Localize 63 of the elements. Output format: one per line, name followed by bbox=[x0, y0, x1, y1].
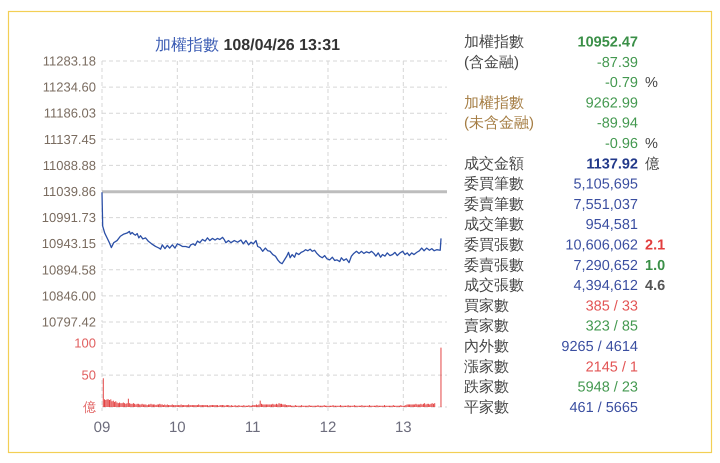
text: 賣家數 bbox=[464, 318, 509, 335]
y-tick-label: 11137.45 bbox=[44, 132, 96, 147]
text: 4,394,612 bbox=[573, 278, 638, 294]
text: 5,105,695 bbox=[573, 176, 638, 193]
line-series bbox=[101, 192, 442, 264]
y-tick-label: 11039.86 bbox=[42, 184, 96, 200]
text: 1.0 bbox=[645, 258, 666, 274]
x-tick-label: 09 bbox=[94, 419, 110, 436]
text: 385 / 33 bbox=[586, 298, 638, 314]
text: 1137.92 bbox=[586, 156, 638, 172]
text: 461 / 5665 bbox=[569, 400, 638, 416]
text: -87.39 bbox=[596, 54, 638, 71]
text: 5948 / 23 bbox=[578, 380, 638, 396]
text: % bbox=[645, 75, 658, 92]
text: 10,606,062 bbox=[565, 238, 638, 254]
text: 4.6 bbox=[645, 278, 666, 294]
y-tick-label: 11234.60 bbox=[42, 80, 96, 95]
y-tick-label: 11283.18 bbox=[42, 54, 96, 68]
text: 成交筆數 bbox=[464, 216, 524, 234]
text: 323 / 85 bbox=[586, 318, 638, 335]
y-tick-label: 10943.15 bbox=[42, 236, 96, 252]
y-tick-label: 10846.00 bbox=[42, 288, 96, 304]
y-tick-label: 11186.03 bbox=[44, 106, 96, 121]
text: 7,290,652 bbox=[573, 258, 638, 274]
text: 漲家數 bbox=[464, 358, 509, 376]
text: 委賣筆數 bbox=[464, 196, 524, 213]
y-tick-label: 10894.58 bbox=[42, 262, 96, 278]
text: (含金融) bbox=[464, 54, 519, 71]
text: -0.96 bbox=[604, 136, 638, 152]
y-tick-label: 億 bbox=[83, 400, 96, 414]
text: 10952.47 bbox=[578, 34, 638, 50]
text: 委買筆數 bbox=[464, 176, 524, 193]
x-tick-label: 12 bbox=[320, 419, 336, 436]
text: 平家數 bbox=[464, 398, 509, 416]
text: % bbox=[645, 136, 658, 152]
text: 成交張數 bbox=[464, 277, 524, 294]
text: 2145 / 1 bbox=[586, 359, 638, 376]
text: 2.1 bbox=[645, 238, 666, 254]
y-tick-label: 10991.73 bbox=[42, 210, 96, 226]
text: 加權指數 bbox=[464, 34, 524, 50]
text: -0.79 bbox=[604, 75, 638, 92]
y-tick-label: 11088.88 bbox=[42, 158, 96, 173]
text: 跌家數 bbox=[464, 378, 509, 396]
x-tick-label: 11 bbox=[244, 419, 260, 436]
text: 億 bbox=[645, 155, 660, 172]
text: 954,581 bbox=[586, 217, 638, 234]
text: (未含金融) bbox=[464, 114, 534, 132]
y-tick-label: 50 bbox=[82, 368, 96, 383]
y-tick-label: 10797.42 bbox=[42, 314, 96, 330]
text: 買家數 bbox=[464, 297, 509, 314]
text: 9265 / 4614 bbox=[561, 339, 638, 355]
x-tick-label: 13 bbox=[394, 419, 412, 436]
text: 成交金額 bbox=[464, 155, 524, 172]
text: 委買張數 bbox=[464, 236, 524, 254]
text: 加權指數 bbox=[464, 94, 524, 112]
x-tick-label: 10 bbox=[168, 419, 186, 436]
text: -89.94 bbox=[596, 116, 638, 132]
text: 委賣張數 bbox=[464, 256, 524, 274]
text: 內外數 bbox=[464, 338, 509, 355]
y-tick-label: 100 bbox=[74, 336, 96, 351]
chart-title: 加權指數 108/04/26 13:31 bbox=[155, 36, 340, 54]
text: 9262.99 bbox=[586, 95, 638, 112]
text: 7,551,037 bbox=[573, 196, 638, 213]
